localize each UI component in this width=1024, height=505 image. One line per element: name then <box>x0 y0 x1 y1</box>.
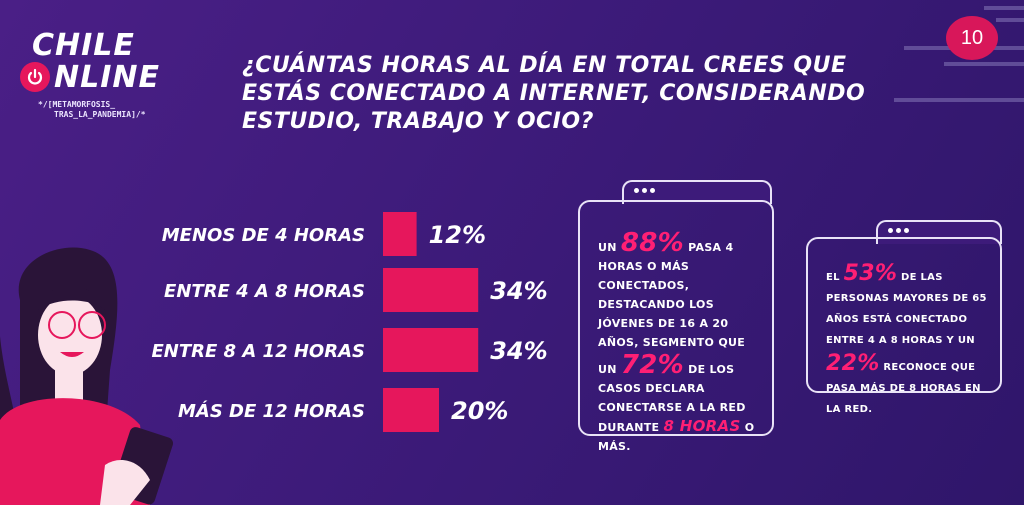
stat-card-1: UN 88% PASA 4 HORAS O MÁS CONECTADOS, DE… <box>578 200 774 453</box>
logo-line-2: NLINE <box>54 60 160 95</box>
logo-tagline-2: TRAS_LA_PANDEMIA]/* <box>54 110 146 119</box>
woman-illustration <box>0 247 174 505</box>
card-1-highlight-3: 8 HORAS <box>663 417 741 435</box>
bar <box>383 328 479 372</box>
card-2-highlight-1: 53% <box>843 261 898 286</box>
card-1-text-3: DE LOS CASOS DECLARA CONECTARSE A LA RED… <box>598 363 746 434</box>
card-2-text-1: EL <box>826 272 840 283</box>
card-2-text-2: DE LAS PERSONAS MAYORES DE 65 AÑOS ESTÁ … <box>826 272 987 346</box>
logo-line-1: CHILE <box>32 28 135 63</box>
dots-icon <box>888 228 909 233</box>
logo: CHILE NLINE */[METAMORFOSIS_ TRAS_LA_PAN… <box>20 28 180 128</box>
value-label: 34% <box>490 337 547 365</box>
category-label: ENTRE 4 A 8 HORAS <box>164 281 365 302</box>
power-icon <box>20 62 50 92</box>
card-1-highlight-1: 88% <box>620 228 685 258</box>
bar <box>383 388 439 432</box>
card-2-text-3: RECONOCE QUE PASA MÁS DE 8 HORAS EN LA R… <box>826 362 981 415</box>
category-label: MÁS DE 12 HORAS <box>178 400 365 422</box>
bar <box>383 268 479 312</box>
value-label: 20% <box>451 397 508 425</box>
logo-tagline-1: */[METAMORFOSIS_ <box>38 100 116 109</box>
card-1-text-1: UN <box>598 241 617 254</box>
page-title: ¿CUÁNTAS HORAS AL DÍA EN TOTAL CREES QUE… <box>242 53 866 134</box>
card-1-highlight-2: 72% <box>620 350 685 380</box>
value-label: 34% <box>490 277 547 305</box>
stat-card-2: EL 53% DE LAS PERSONAS MAYORES DE 65 AÑO… <box>806 237 1002 415</box>
value-label: 12% <box>429 221 486 249</box>
card-1-text-4: O MÁS. <box>598 421 755 453</box>
page-number: 10 <box>946 16 998 60</box>
card-2-highlight-2: 22% <box>826 351 880 376</box>
card-2-tab <box>876 220 1002 244</box>
dots-icon <box>634 188 655 193</box>
card-1-text-2: PASA 4 HORAS O MÁS CONECTADOS, DESTACAND… <box>598 241 746 376</box>
bar <box>383 212 417 256</box>
category-label: MENOS DE 4 HORAS <box>162 225 365 246</box>
category-label: ENTRE 8 A 12 HORAS <box>152 341 366 362</box>
